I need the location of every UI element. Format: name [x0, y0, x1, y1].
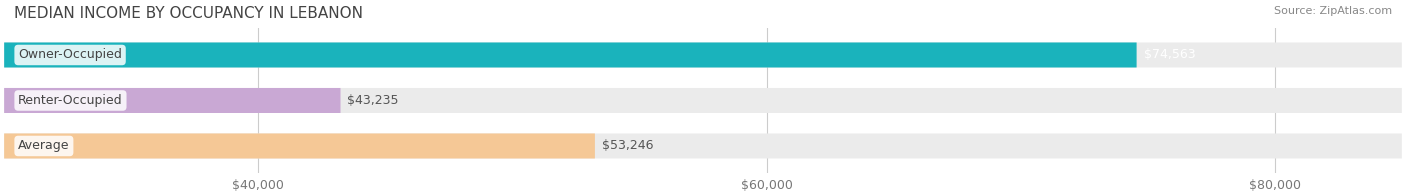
Text: $43,235: $43,235 [347, 94, 399, 107]
FancyBboxPatch shape [4, 43, 1136, 67]
FancyBboxPatch shape [4, 133, 1402, 159]
FancyBboxPatch shape [4, 133, 595, 159]
Text: Source: ZipAtlas.com: Source: ZipAtlas.com [1274, 6, 1392, 16]
Text: $53,246: $53,246 [602, 140, 654, 152]
Text: $74,563: $74,563 [1143, 48, 1195, 62]
Text: Owner-Occupied: Owner-Occupied [18, 48, 122, 62]
Text: Average: Average [18, 140, 70, 152]
Text: Renter-Occupied: Renter-Occupied [18, 94, 122, 107]
FancyBboxPatch shape [4, 43, 1402, 67]
FancyBboxPatch shape [4, 88, 340, 113]
FancyBboxPatch shape [4, 88, 1402, 113]
Text: MEDIAN INCOME BY OCCUPANCY IN LEBANON: MEDIAN INCOME BY OCCUPANCY IN LEBANON [14, 6, 363, 21]
